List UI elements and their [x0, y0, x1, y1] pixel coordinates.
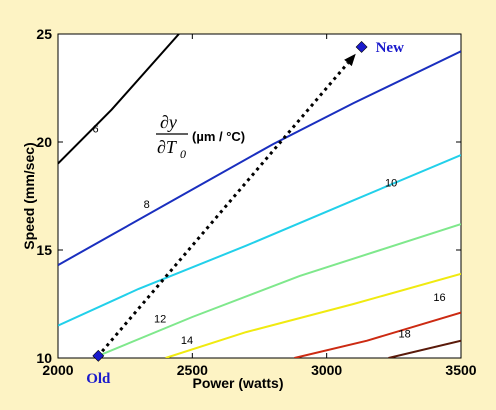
contour-label-6: 6 [93, 124, 99, 136]
formula-numerator: ∂y [160, 112, 177, 132]
y-tick-label: 25 [36, 26, 52, 42]
marker-new [355, 41, 368, 53]
x-axis-label: Power (watts) [192, 375, 283, 391]
contour-label-12: 12 [154, 314, 166, 326]
contour-line-6 [58, 34, 180, 165]
axis-ticks: 2000 2500 3000 3500 10 15 20 25 [36, 26, 476, 378]
point-label-new: New [376, 40, 404, 56]
contour-lines [58, 34, 461, 358]
contour-line-14 [165, 272, 461, 358]
formula-annotation: ∂y ∂T 0 (µm / °C) [156, 112, 245, 161]
point-label-old: Old [86, 371, 111, 387]
plot-area [57, 33, 462, 359]
contour-line-10 [58, 154, 461, 327]
y-tick-label: 20 [36, 134, 52, 150]
y-tick-label: 10 [36, 350, 52, 366]
path-arrow-line [101, 61, 350, 353]
formula-unit: (µm / °C) [192, 129, 245, 144]
contour-label-8: 8 [144, 199, 150, 211]
y-axis-label: Speed (mm/sec) [21, 142, 37, 249]
contour-labels: 6 8 10 12 14 16 18 [93, 124, 446, 348]
formula-denominator: ∂T [157, 137, 178, 157]
x-tick-label: 3500 [445, 362, 476, 378]
contour-label-10: 10 [385, 178, 397, 190]
y-tick-label: 15 [36, 242, 52, 258]
contour-line-12 [97, 223, 461, 357]
contour-line-18 [388, 339, 461, 358]
x-tick-label: 3000 [311, 362, 342, 378]
path-arrow-head [344, 53, 356, 67]
design-point-markers: Old New [86, 40, 404, 387]
marker-old [92, 349, 105, 362]
contour-line-8 [58, 50, 461, 266]
contour-label-14: 14 [181, 335, 193, 347]
contour-label-18: 18 [398, 329, 410, 341]
x-tick-label: 2000 [42, 362, 73, 378]
x-tick-label: 2500 [177, 362, 208, 378]
contour-line-16 [294, 311, 461, 358]
formula-subscript: 0 [180, 147, 186, 161]
contour-label-16: 16 [433, 292, 445, 304]
